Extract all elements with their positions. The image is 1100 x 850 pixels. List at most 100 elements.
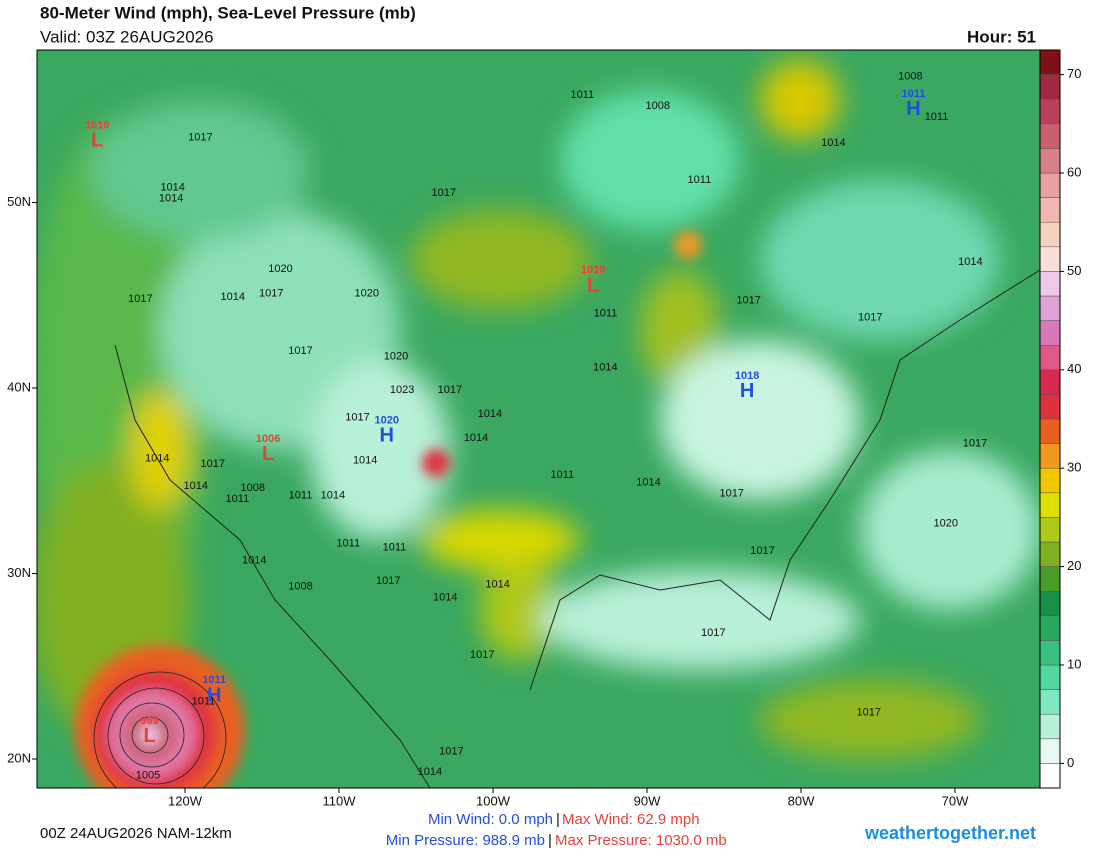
isobar-label: 1011 <box>594 308 618 320</box>
isobar-label: 1014 <box>593 362 617 374</box>
colorbar-bin <box>1039 344 1061 371</box>
storm-eye <box>140 725 160 745</box>
wind-area <box>480 560 560 660</box>
colorbar-bin <box>1039 467 1061 494</box>
colorbar-bin <box>1039 763 1061 789</box>
center-pressure: 989 <box>140 715 158 727</box>
isobar-label: 1014 <box>958 256 982 268</box>
colorbar-bin <box>1039 74 1061 100</box>
colorbar-bin <box>1039 517 1061 543</box>
isobar-label: 1017 <box>345 412 369 424</box>
isobar-label: 1011 <box>688 174 712 186</box>
center-letter: L <box>143 725 155 747</box>
isobar-label: 1017 <box>719 488 743 500</box>
isobar-label: 1017 <box>376 575 400 587</box>
x-tick-label: 110W <box>323 793 357 808</box>
max-wind: Max Wind: 62.9 mph <box>562 811 700 828</box>
colorbar-bin <box>1039 98 1061 125</box>
isobar-label: 1008 <box>898 70 922 82</box>
isobar-label: 1020 <box>268 263 292 275</box>
center-pressure: 1010 <box>85 119 109 131</box>
wind-area <box>410 210 590 310</box>
colorbar-bin <box>1039 492 1061 518</box>
colorbar-bin <box>1039 443 1061 469</box>
max-pressure: Max Pressure: 1030.0 mb <box>555 832 727 849</box>
isobar-label: 1011 <box>226 493 250 505</box>
map-annotations: 120W 110W 100W 90W 80W 70W50N40N30N20N1017101… <box>7 49 1081 808</box>
isobar-label: 1014 <box>220 291 244 303</box>
colorbar-bin <box>1039 197 1061 223</box>
isobar-label: 1017 <box>259 287 283 299</box>
x-tick-label: 90W <box>634 793 661 808</box>
isobar-label: 1011 <box>289 489 313 501</box>
isobar-label: 1014 <box>160 182 184 194</box>
colorbar-bin <box>1039 418 1061 444</box>
isobar <box>107 687 205 785</box>
colorbar-bin <box>1039 689 1061 715</box>
colorbar-bin <box>1039 541 1061 567</box>
colorbar-tick-label: 30 <box>1067 460 1081 475</box>
isobar-label: 1017 <box>858 311 882 323</box>
colorbar-bin <box>1039 172 1061 198</box>
colorbar-bin <box>1039 123 1061 149</box>
isobar-label: 1017 <box>963 438 987 450</box>
isobar <box>119 702 185 768</box>
isobar-label: 1023 <box>390 384 414 396</box>
isobar-label: 1017 <box>701 627 725 639</box>
isobar-label: 1011 <box>550 469 574 481</box>
x-tick-label: 120W <box>168 793 203 808</box>
center-pressure: 1018 <box>735 370 759 382</box>
isobar-label: 1014 <box>145 452 169 464</box>
wind-area <box>540 570 860 670</box>
center-letter: H <box>380 425 394 447</box>
isobar-label: 1020 <box>934 517 958 529</box>
center-letter: H <box>906 98 920 120</box>
isobar-label: 1020 <box>354 287 378 299</box>
separator: | <box>556 811 560 828</box>
isobar-label: 1005 <box>136 770 160 782</box>
center-pressure: 1011 <box>901 88 925 100</box>
colorbar-bin <box>1039 713 1061 740</box>
center-pressure: 1006 <box>256 433 280 445</box>
colorbar-bin <box>1039 148 1061 174</box>
wind-area <box>130 390 190 510</box>
colorbar-bin <box>1039 295 1061 321</box>
center-pressure: 1020 <box>374 414 398 426</box>
site-name: weathertogether.net <box>864 823 1036 843</box>
colorbar-bin <box>1039 369 1061 395</box>
isobar-label: 1014 <box>485 579 509 591</box>
colorbar-tick-label: 20 <box>1067 558 1081 573</box>
isobar-label: 1014 <box>433 592 457 604</box>
isobar-label: 1017 <box>188 131 212 143</box>
wind-area <box>860 450 1040 610</box>
isobar-label: 1014 <box>636 477 660 489</box>
map-title: 80-Meter Wind (mph), Sea-Level Pressure … <box>40 3 416 22</box>
isobar-label: 1014 <box>184 480 208 492</box>
center-pressure: 1010 <box>581 264 605 276</box>
isobar-label: 1008 <box>288 580 312 592</box>
x-tick-label: 80W <box>788 793 815 808</box>
isobar-label: 1017 <box>439 745 463 757</box>
wind-shading <box>37 60 1040 760</box>
colorbar-bin <box>1039 738 1061 764</box>
colorbar-bin <box>1039 394 1061 420</box>
colorbar-bin <box>1039 566 1061 592</box>
center-letter: L <box>91 130 103 152</box>
colorbar-bin <box>1039 590 1061 617</box>
colorbar-bin <box>1039 615 1061 641</box>
colorbar-tick-label: 40 <box>1067 361 1081 376</box>
isobar <box>131 716 169 754</box>
x-tick-label: 100W <box>476 793 511 808</box>
colorbar-bin <box>1039 320 1061 346</box>
isobar-label: 1014 <box>418 766 442 778</box>
isobar-label: 1011 <box>336 538 360 550</box>
isobar-label: 1008 <box>241 482 265 494</box>
isobar-label: 1017 <box>750 545 774 557</box>
isobar-label: 1017 <box>431 187 455 199</box>
isobar-label: 1017 <box>470 649 494 661</box>
center-letter: L <box>587 274 599 296</box>
colorbar-tick-label: 60 <box>1067 164 1081 179</box>
isobar-label: 1008 <box>646 100 670 112</box>
isobar-label: 1011 <box>192 695 216 707</box>
